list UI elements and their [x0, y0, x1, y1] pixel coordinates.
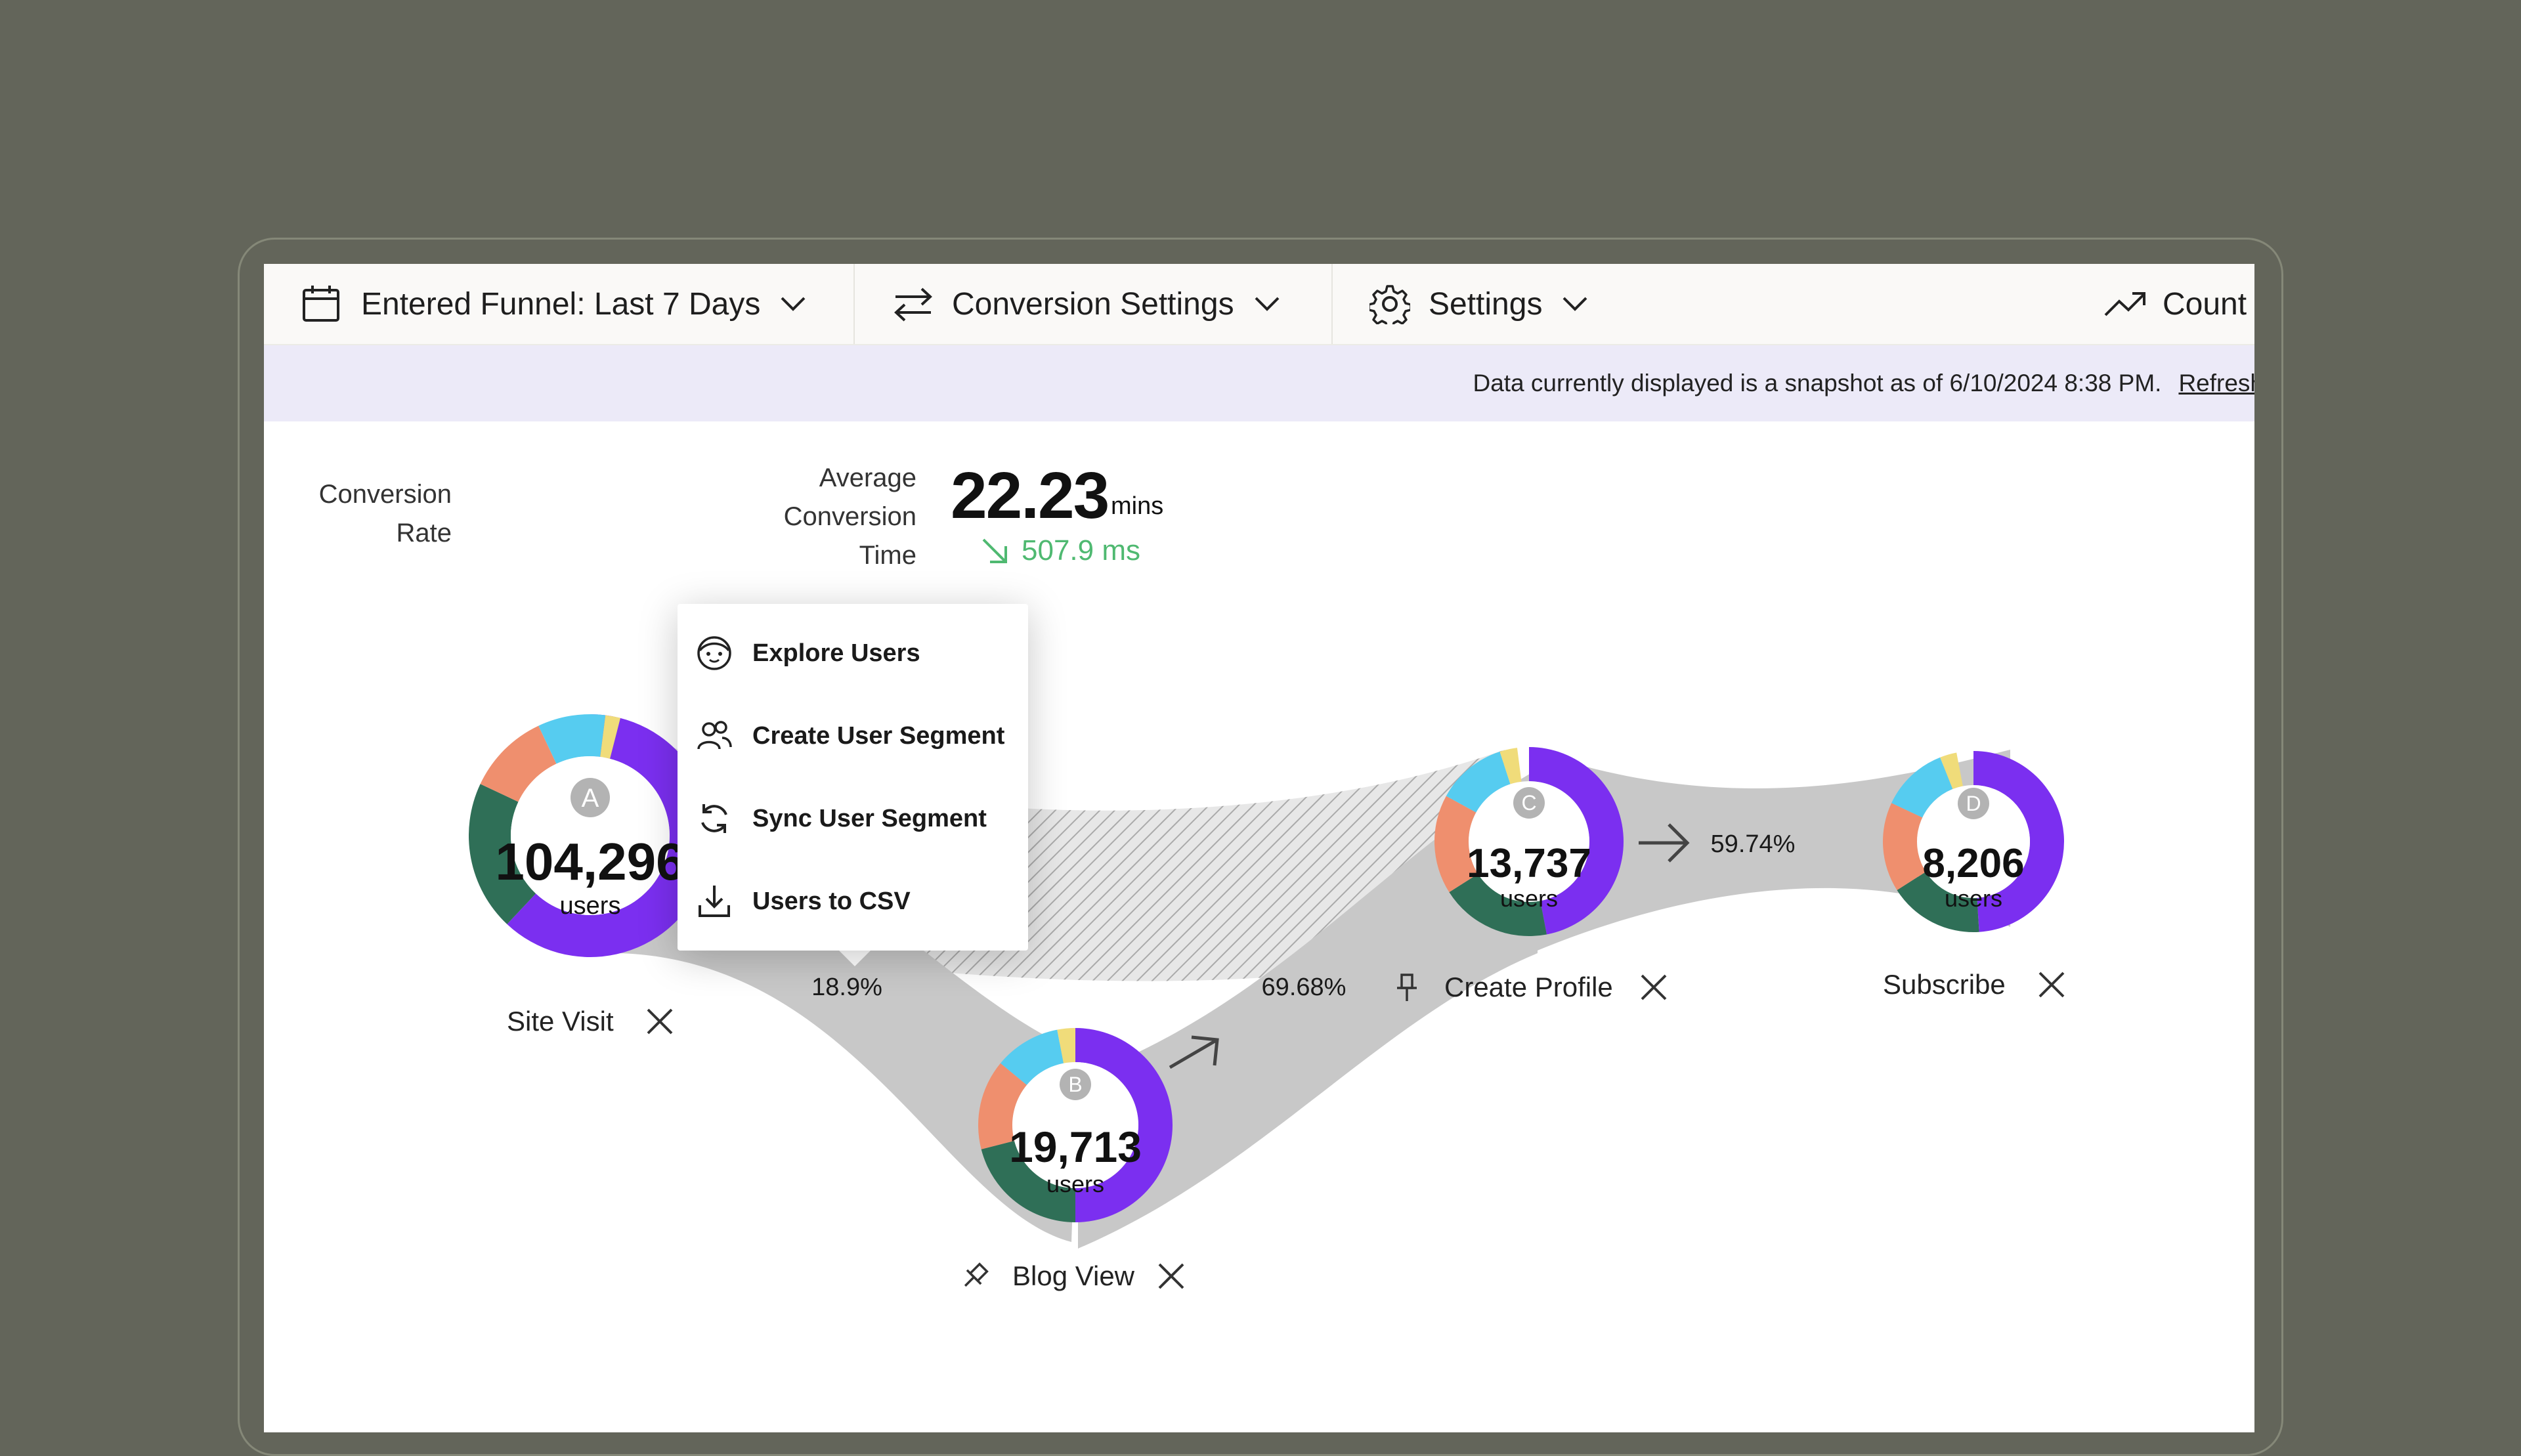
conversion-a-b: 18.9% — [811, 974, 882, 1001]
download-icon — [699, 886, 730, 917]
donut-segment-yellow[interactable] — [1057, 1028, 1075, 1063]
step-a-unit: users — [560, 892, 621, 920]
close-icon[interactable] — [2037, 970, 2066, 999]
swap-arrows-icon — [894, 288, 932, 322]
avg-conversion-time-delta: 507.9 ms — [980, 534, 1140, 567]
step-b-letter: B — [1068, 1073, 1082, 1096]
donut-center — [1012, 1062, 1138, 1188]
step-a-count: 104,296 — [495, 832, 685, 891]
flow-c-d — [1531, 750, 2010, 953]
donut-segment-yellow[interactable] — [1499, 748, 1522, 784]
conversion-settings-label: Conversion Settings — [952, 286, 1234, 322]
donut-segment-purple[interactable] — [507, 714, 712, 957]
arrow-down-right-icon — [982, 538, 1007, 563]
gear-icon — [1369, 285, 1410, 324]
conversion-b-c: 69.68% — [1262, 974, 1347, 1001]
menu-item-create-user-segment[interactable]: Create User Segment — [678, 696, 1028, 775]
snapshot-message: Data currently displayed is a snapshot a… — [1473, 370, 2162, 396]
close-icon[interactable] — [1157, 1262, 1186, 1291]
step-b-badge — [1060, 1069, 1091, 1100]
step-c-donut[interactable] — [1434, 747, 1624, 936]
step-b-label: Blog View — [960, 1260, 1186, 1292]
close-icon[interactable] — [645, 1007, 674, 1036]
chevron-down-icon — [1563, 297, 1587, 311]
donut-segment-green[interactable] — [469, 784, 536, 924]
step-c-label: Create Profile — [1394, 972, 1668, 1003]
settings-dropdown[interactable]: Settings — [1369, 264, 1588, 344]
app-window: Entered Funnel: Last 7 Days Conversion S… — [264, 264, 2254, 1432]
step-a-badge — [571, 778, 610, 817]
toolbar-divider — [1331, 264, 1333, 344]
arrow-c-d-icon — [1639, 823, 1690, 863]
step-d-donut[interactable] — [1882, 751, 2065, 932]
calendar-icon — [303, 286, 339, 322]
funnel-chart: A B C D 104,296 users 19,713 users 13,73… — [469, 714, 2065, 1249]
donut-segment-salmon[interactable] — [978, 1063, 1027, 1149]
settings-label: Settings — [1429, 286, 1543, 322]
step-a-donut[interactable] — [469, 714, 712, 957]
step-d-count: 8,206 — [1922, 841, 2024, 886]
conversion-c-d: 59.74% — [1711, 830, 1796, 858]
snapshot-banner: Data currently displayed is a snapshot a… — [264, 345, 2254, 421]
menu-item-explore-users[interactable]: Explore Users — [678, 614, 1028, 693]
donut-center — [511, 756, 670, 915]
chart-type-label: Count — [2163, 286, 2247, 322]
donut-segment-green[interactable] — [1897, 872, 1979, 932]
step-c-letter: C — [1521, 791, 1536, 815]
chevron-down-icon — [781, 297, 806, 311]
face-icon — [697, 636, 731, 670]
donut-segment-yellow[interactable] — [600, 715, 621, 759]
pin-icon[interactable] — [1394, 972, 1419, 1002]
date-filter-dropdown[interactable]: Entered Funnel: Last 7 Days — [301, 264, 806, 344]
conversion-rate-label: Conversion Rate — [318, 480, 452, 547]
close-icon[interactable] — [1639, 973, 1668, 1002]
donut-segment-green[interactable] — [981, 1140, 1075, 1222]
flow-b-c — [1078, 769, 1538, 1249]
donut-segment-salmon[interactable] — [1882, 803, 1926, 890]
donut-segment-cyan[interactable] — [1446, 752, 1511, 813]
step-d-label: Subscribe — [1883, 969, 2066, 1000]
step-a-label: Site Visit — [507, 1006, 674, 1037]
chart-type-dropdown[interactable]: Count — [2103, 264, 2247, 344]
trend-up-icon — [2104, 292, 2145, 316]
donut-segment-cyan[interactable] — [538, 714, 606, 764]
chevron-down-icon — [1255, 297, 1279, 311]
donut-segment-cyan[interactable] — [1000, 1029, 1064, 1085]
toolbar: Entered Funnel: Last 7 Days Conversion S… — [264, 264, 2254, 345]
step-a-letter: A — [582, 784, 599, 813]
date-filter-label: Entered Funnel: Last 7 Days — [361, 286, 761, 322]
donut-segment-cyan[interactable] — [1891, 757, 1953, 818]
donut-segment-purple[interactable] — [1529, 747, 1624, 935]
donut-segment-salmon[interactable] — [1434, 796, 1478, 893]
sync-icon — [701, 804, 727, 833]
donut-segment-purple[interactable] — [1075, 1028, 1173, 1222]
step-d-letter: D — [1966, 792, 1981, 815]
step-b-donut[interactable] — [978, 1028, 1173, 1222]
toolbar-divider — [853, 264, 855, 344]
step-c-count: 13,737 — [1467, 841, 1591, 886]
avg-conversion-time-unit: mins — [1111, 492, 1164, 520]
donut-segment-yellow[interactable] — [1940, 752, 1963, 790]
donut-segment-purple[interactable] — [1973, 751, 2065, 932]
step-b-unit: users — [1046, 1170, 1104, 1197]
step-d-unit: users — [1945, 885, 2002, 912]
menu-item-users-to-csv[interactable]: Users to CSV — [678, 862, 1028, 941]
donut-segment-salmon[interactable] — [480, 725, 557, 802]
arrow-b-c-icon — [1169, 1035, 1219, 1069]
avg-conversion-time-label: Average Conversion Time — [783, 463, 916, 570]
step-b-count: 19,713 — [1009, 1123, 1142, 1171]
step-c-badge — [1513, 787, 1545, 819]
users-icon — [697, 721, 732, 750]
conversion-settings-dropdown[interactable]: Conversion Settings — [893, 264, 1280, 344]
donut-segment-green[interactable] — [1449, 874, 1547, 936]
menu-item-sync-user-segment[interactable]: Sync User Segment — [678, 779, 1028, 858]
pin-icon[interactable] — [960, 1261, 990, 1291]
avg-conversion-time-value: 22.23 — [951, 459, 1110, 532]
refresh-link[interactable]: Refresh — [2178, 370, 2254, 396]
step-context-menu: Explore Users Create User Segment Sync U… — [678, 604, 1028, 951]
donut-center — [1917, 785, 2030, 898]
step-c-unit: users — [1500, 885, 1558, 912]
step-d-badge — [1958, 788, 1989, 819]
donut-center — [1469, 781, 1589, 902]
